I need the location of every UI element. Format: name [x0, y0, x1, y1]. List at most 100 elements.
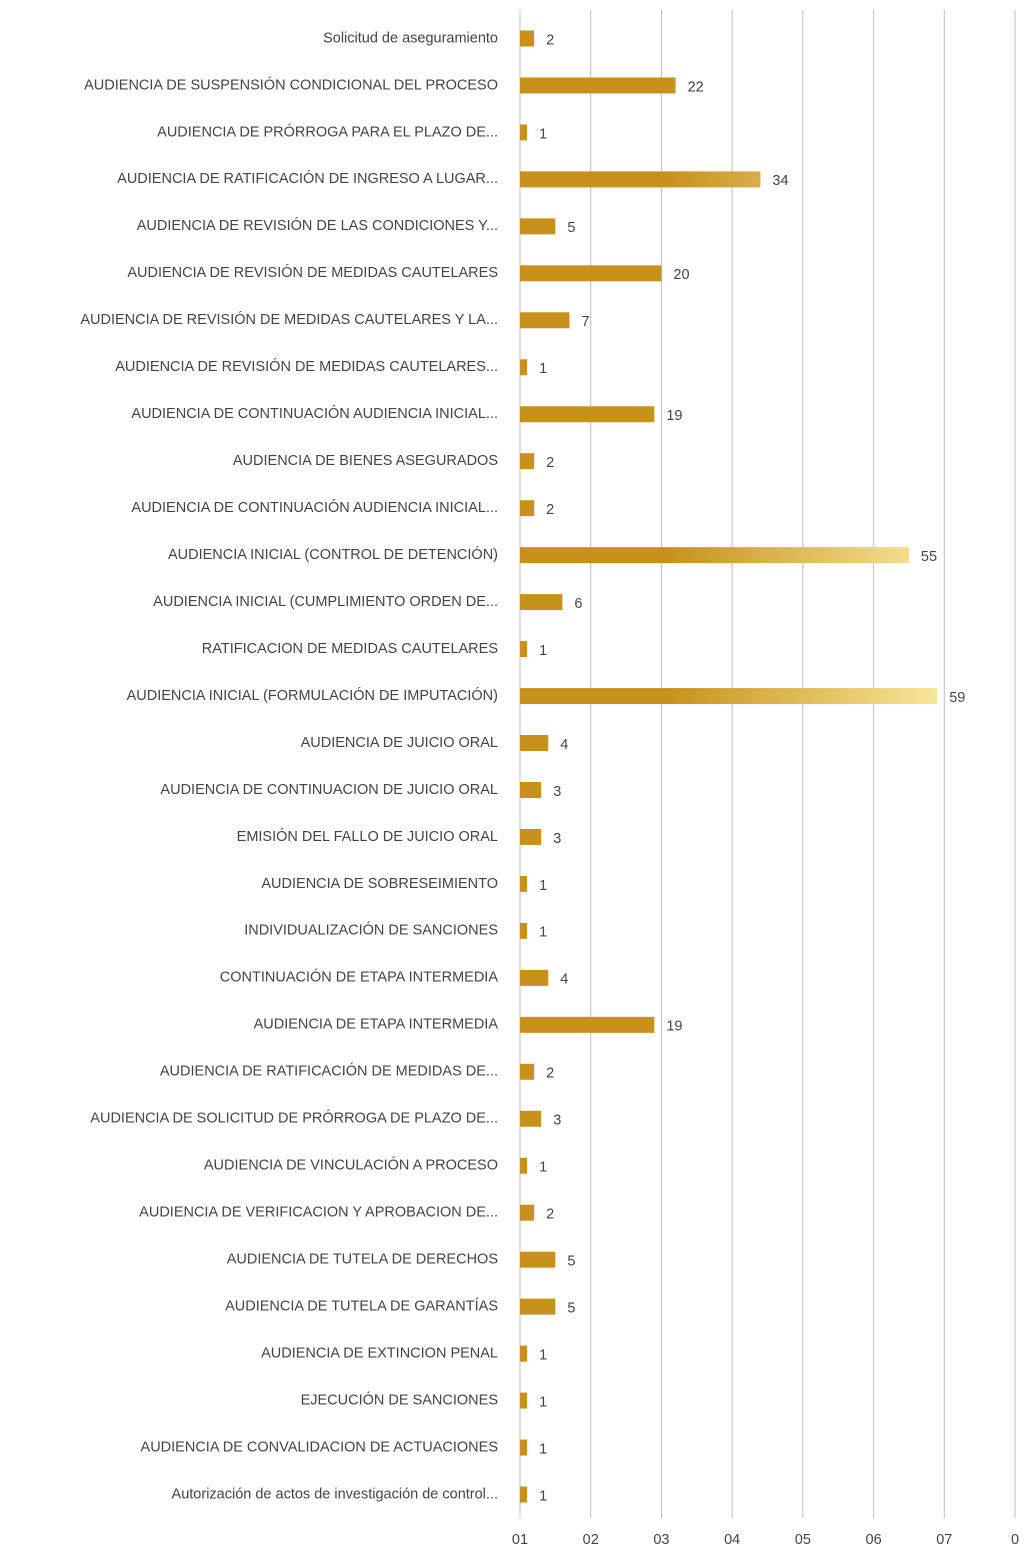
- x-tick-label: 05: [795, 1532, 811, 1548]
- y-tick-label: AUDIENCIA INICIAL (CUMPLIMIENTO ORDEN DE…: [153, 594, 498, 610]
- bar: [520, 359, 528, 376]
- data-label: 1: [539, 643, 547, 659]
- bar: [520, 1298, 556, 1315]
- data-label: 19: [666, 1019, 682, 1035]
- data-label: 7: [582, 314, 590, 330]
- bar: [520, 1251, 556, 1268]
- data-label: 34: [772, 173, 788, 189]
- data-label: 4: [560, 972, 568, 988]
- data-label: 3: [553, 1113, 561, 1129]
- y-tick-label: INDIVIDUALIZACIÓN DE SANCIONES: [244, 922, 498, 939]
- y-tick-label: AUDIENCIA DE REVISIÓN DE MEDIDAS CAUTELA…: [80, 311, 498, 328]
- y-tick-label: AUDIENCIA DE TUTELA DE GARANTÍAS: [225, 1297, 498, 1314]
- y-tick-label: AUDIENCIA DE ETAPA INTERMEDIA: [254, 1017, 499, 1033]
- bar: [520, 969, 549, 986]
- y-tick-label: AUDIENCIA DE REVISIÓN DE LAS CONDICIONES…: [137, 217, 498, 234]
- y-tick-label: AUDIENCIA DE RATIFICACIÓN DE INGRESO A L…: [117, 170, 498, 187]
- bar: [520, 594, 563, 611]
- y-tick-label: AUDIENCIA INICIAL (FORMULACIÓN DE IMPUTA…: [127, 687, 498, 704]
- y-tick-label: EJECUCIÓN DE SANCIONES: [301, 1391, 498, 1408]
- y-tick-label: AUDIENCIA DE RATIFICACIÓN DE MEDIDAS DE.…: [160, 1063, 498, 1080]
- data-label: 1: [539, 361, 547, 377]
- bar: [520, 547, 909, 564]
- data-label: 5: [567, 1300, 575, 1316]
- data-label: 55: [921, 549, 937, 565]
- x-tick-label: 0: [1011, 1532, 1019, 1548]
- y-tick-label: AUDIENCIA DE PRÓRROGA PARA EL PLAZO DE..…: [157, 123, 498, 140]
- x-tick-label: 03: [653, 1532, 669, 1548]
- x-tick-label: 07: [936, 1532, 952, 1548]
- bar: [520, 875, 528, 892]
- data-label: 2: [546, 32, 554, 48]
- bar: [520, 1486, 528, 1503]
- y-tick-label: CONTINUACIÓN DE ETAPA INTERMEDIA: [220, 969, 499, 986]
- y-tick-label: AUDIENCIA DE SOLICITUD DE PRÓRROGA DE PL…: [90, 1110, 498, 1127]
- bar: [520, 1345, 528, 1362]
- bar: [520, 828, 542, 845]
- bar: [520, 1016, 655, 1033]
- bar: [520, 1063, 535, 1080]
- y-tick-label: AUDIENCIA DE JUICIO ORAL: [301, 735, 498, 751]
- data-label: 1: [539, 1441, 547, 1457]
- bar: [520, 1157, 528, 1174]
- bar: [520, 453, 535, 470]
- data-label: 4: [560, 737, 568, 753]
- data-label: 22: [688, 79, 704, 95]
- data-label: 5: [567, 220, 575, 236]
- bar: [520, 171, 761, 188]
- data-label: 2: [546, 502, 554, 518]
- bar: [520, 1439, 528, 1456]
- bar: [520, 218, 556, 235]
- y-tick-label: AUDIENCIA DE CONTINUACIÓN AUDIENCIA INIC…: [131, 405, 498, 422]
- y-tick-label: AUDIENCIA DE CONTINUACION DE JUICIO ORAL: [160, 782, 498, 798]
- bar: [520, 688, 938, 705]
- y-tick-label: AUDIENCIA DE BIENES ASEGURADOS: [233, 453, 498, 469]
- bar: [520, 312, 570, 329]
- y-tick-label: AUDIENCIA DE SUSPENSIÓN CONDICIONAL DEL …: [84, 76, 498, 93]
- bar: [520, 735, 549, 752]
- bar: [520, 124, 528, 141]
- data-label: 2: [546, 1207, 554, 1223]
- bar: [520, 77, 676, 94]
- y-tick-label: AUDIENCIA DE CONVALIDACION DE ACTUACIONE…: [141, 1439, 498, 1455]
- y-tick-label: AUDIENCIA INICIAL (CONTROL DE DETENCIÓN): [168, 546, 498, 563]
- bar: [520, 1204, 535, 1221]
- y-tick-label: AUDIENCIA DE VERIFICACION Y APROBACION D…: [139, 1205, 498, 1221]
- bar: [520, 922, 528, 939]
- data-label: 1: [539, 878, 547, 894]
- y-tick-label: AUDIENCIA DE SOBRESEIMIENTO: [261, 876, 498, 892]
- y-tick-label: AUDIENCIA DE REVISIÓN DE MEDIDAS CAUTELA…: [127, 264, 498, 281]
- y-tick-label: Solicitud de aseguramiento: [323, 30, 498, 46]
- data-label: 59: [949, 690, 965, 706]
- bar: [520, 500, 535, 517]
- x-tick-label: 01: [512, 1532, 528, 1548]
- bar: [520, 406, 655, 423]
- y-tick-label: Autorización de actos de investigación d…: [172, 1486, 498, 1502]
- y-tick-label: AUDIENCIA DE REVISIÓN DE MEDIDAS CAUTELA…: [115, 358, 498, 375]
- y-tick-label: AUDIENCIA DE VINCULACIÓN A PROCESO: [204, 1157, 498, 1174]
- y-tick-label: AUDIENCIA DE CONTINUACIÓN AUDIENCIA INIC…: [131, 499, 498, 516]
- data-label: 1: [539, 1394, 547, 1410]
- y-tick-label: RATIFICACION DE MEDIDAS CAUTELARES: [202, 641, 498, 657]
- bar: [520, 641, 528, 658]
- data-label: 1: [539, 925, 547, 941]
- y-tick-label: EMISIÓN DEL FALLO DE JUICIO ORAL: [237, 828, 498, 845]
- data-label: 20: [673, 267, 689, 283]
- bar: [520, 781, 542, 798]
- data-label: 1: [539, 1160, 547, 1176]
- data-label: 2: [546, 455, 554, 471]
- y-tick-label: AUDIENCIA DE TUTELA DE DERECHOS: [227, 1252, 498, 1268]
- data-label: 1: [539, 1347, 547, 1363]
- data-label: 3: [553, 784, 561, 800]
- bar: [520, 1392, 528, 1409]
- x-tick-label: 04: [724, 1532, 740, 1548]
- bar: [520, 1110, 542, 1127]
- data-label: 3: [553, 831, 561, 847]
- bar: [520, 30, 535, 47]
- y-tick-label: AUDIENCIA DE EXTINCION PENAL: [261, 1345, 498, 1361]
- data-label: 1: [539, 1488, 547, 1504]
- bar: [520, 265, 662, 282]
- data-label: 19: [666, 408, 682, 424]
- data-label: 6: [574, 596, 582, 612]
